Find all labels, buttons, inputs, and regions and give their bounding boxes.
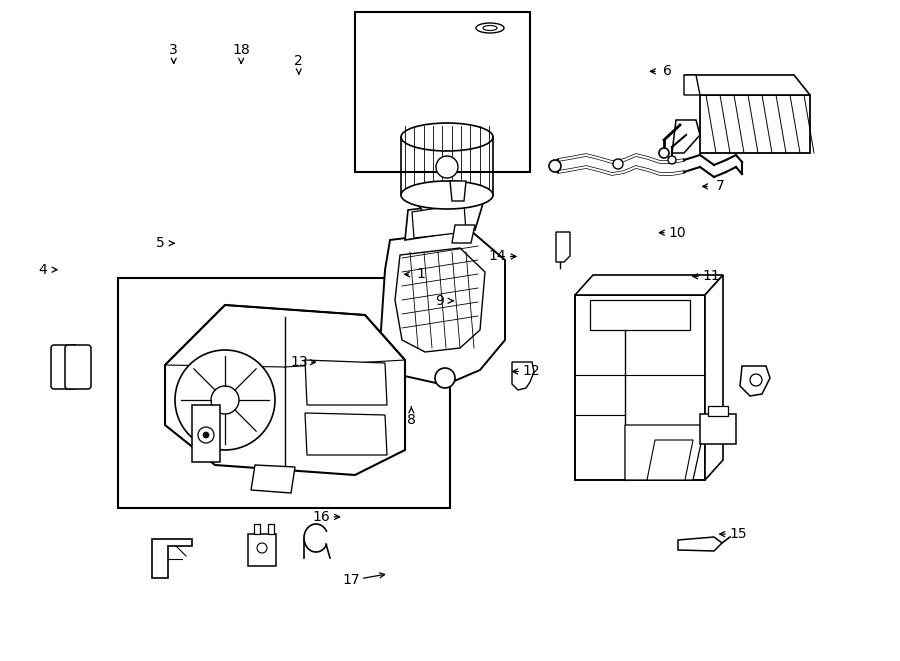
Circle shape <box>198 427 214 443</box>
Polygon shape <box>380 230 505 385</box>
Polygon shape <box>452 225 475 243</box>
Text: 12: 12 <box>522 364 540 379</box>
Ellipse shape <box>401 181 493 209</box>
Text: 5: 5 <box>156 236 165 251</box>
Circle shape <box>435 368 455 388</box>
Polygon shape <box>575 295 705 480</box>
Text: 7: 7 <box>716 179 724 194</box>
Polygon shape <box>152 539 192 578</box>
Text: 2: 2 <box>294 54 303 68</box>
Text: 4: 4 <box>38 262 47 277</box>
Polygon shape <box>512 362 534 390</box>
Circle shape <box>549 160 561 172</box>
Text: 11: 11 <box>702 269 720 284</box>
Circle shape <box>211 386 239 414</box>
Polygon shape <box>647 440 693 480</box>
Polygon shape <box>705 275 723 480</box>
Polygon shape <box>251 465 295 493</box>
Circle shape <box>659 148 669 158</box>
Text: 8: 8 <box>407 412 416 427</box>
Polygon shape <box>405 202 472 240</box>
Ellipse shape <box>483 26 497 30</box>
Circle shape <box>750 374 762 386</box>
Circle shape <box>436 156 458 178</box>
Polygon shape <box>248 534 276 566</box>
Polygon shape <box>118 278 450 508</box>
Text: 16: 16 <box>312 510 330 524</box>
Polygon shape <box>700 95 810 153</box>
Circle shape <box>668 156 676 164</box>
Polygon shape <box>575 275 723 295</box>
Ellipse shape <box>476 23 504 33</box>
Text: 10: 10 <box>668 225 686 240</box>
Polygon shape <box>708 406 728 416</box>
Polygon shape <box>556 232 570 262</box>
Text: 3: 3 <box>169 42 178 57</box>
Circle shape <box>257 543 267 553</box>
Text: 13: 13 <box>290 355 308 369</box>
Text: 9: 9 <box>435 293 444 308</box>
Polygon shape <box>165 305 405 475</box>
Polygon shape <box>395 248 485 352</box>
Polygon shape <box>450 181 466 201</box>
Polygon shape <box>305 413 387 455</box>
Text: 6: 6 <box>663 64 672 79</box>
Polygon shape <box>684 75 810 95</box>
Text: 15: 15 <box>729 527 747 541</box>
Polygon shape <box>740 366 770 396</box>
Polygon shape <box>192 405 220 462</box>
FancyBboxPatch shape <box>51 345 77 389</box>
Text: 1: 1 <box>417 267 426 282</box>
Polygon shape <box>625 425 705 480</box>
Polygon shape <box>700 414 736 444</box>
Polygon shape <box>412 204 466 238</box>
Polygon shape <box>590 300 690 330</box>
Polygon shape <box>254 524 260 534</box>
Text: 14: 14 <box>489 249 507 264</box>
Text: 18: 18 <box>232 42 250 57</box>
Polygon shape <box>678 537 722 551</box>
Circle shape <box>175 350 275 450</box>
Polygon shape <box>672 120 700 153</box>
FancyBboxPatch shape <box>65 345 91 389</box>
Polygon shape <box>268 524 274 534</box>
Circle shape <box>203 432 209 438</box>
Polygon shape <box>407 190 487 230</box>
Polygon shape <box>305 360 387 405</box>
Circle shape <box>613 159 623 169</box>
Polygon shape <box>684 75 700 95</box>
Text: 17: 17 <box>342 573 360 588</box>
